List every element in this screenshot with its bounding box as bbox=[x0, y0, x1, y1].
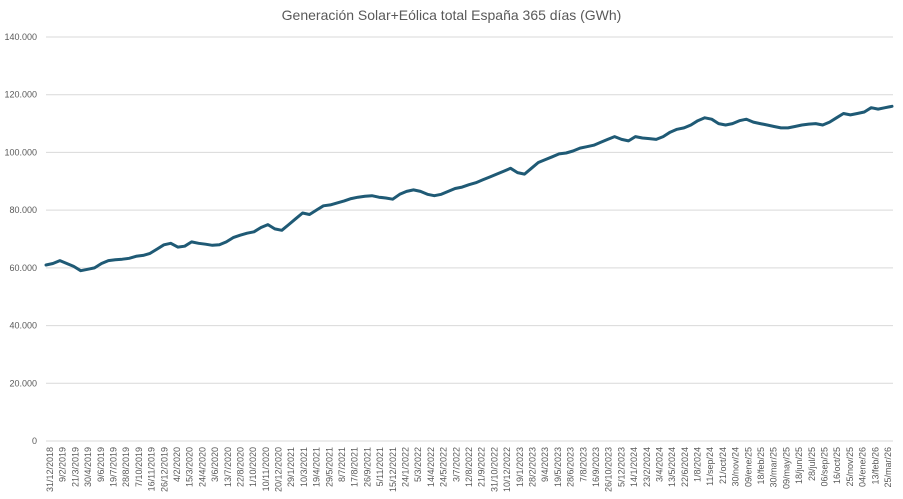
x-tick-label: 16/oct/25 bbox=[832, 447, 842, 484]
x-tick-label: 26/10/2023 bbox=[604, 447, 614, 492]
x-tick-label: 28/6/2023 bbox=[566, 447, 576, 487]
x-tick-label: 19/1/2023 bbox=[515, 447, 525, 487]
x-tick-label: 23/2/2024 bbox=[642, 447, 652, 487]
x-tick-label: 16/9/2023 bbox=[591, 447, 601, 487]
chart-title: Generación Solar+Eólica total España 365… bbox=[281, 7, 622, 23]
x-tick-label: 4/2/2020 bbox=[172, 447, 182, 482]
series-line bbox=[44, 104, 894, 273]
x-tick-label: 3/7/2022 bbox=[451, 447, 461, 482]
x-tick-label: 11/sep/24 bbox=[705, 447, 715, 486]
x-tick-label: 30/4/2019 bbox=[83, 447, 93, 487]
x-tick-label: 3/4/2024 bbox=[654, 447, 664, 482]
x-tick-label: 13/5/2024 bbox=[667, 447, 677, 487]
x-tick-label: 9/6/2019 bbox=[96, 447, 106, 482]
x-tick-label: 28/8/2019 bbox=[121, 447, 131, 487]
x-tick-label: 8/7/2021 bbox=[337, 447, 347, 482]
x-tick-label: 26/12/2019 bbox=[159, 447, 169, 492]
y-tick-label: 120.000 bbox=[4, 90, 37, 100]
x-tick-label: 1/8/2024 bbox=[693, 447, 703, 482]
x-tick-label: 5/12/2023 bbox=[616, 447, 626, 487]
x-tick-label: 15/12/2021 bbox=[388, 447, 398, 492]
y-axis-ticks: 0 20.000 40.000 60.000 80.000 100.000 120.000 1… bbox=[4, 32, 37, 446]
series-group bbox=[44, 104, 894, 273]
x-tick-label: 19/5/2023 bbox=[553, 447, 563, 487]
x-tick-label: 9/2/2019 bbox=[58, 447, 68, 482]
y-tick-label: 80.000 bbox=[9, 205, 37, 215]
y-tick-label: 40.000 bbox=[9, 321, 37, 331]
x-tick-label: 29/5/2021 bbox=[324, 447, 334, 487]
x-tick-label: 24/1/2022 bbox=[401, 447, 411, 487]
x-tick-label: 22/8/2020 bbox=[235, 447, 245, 487]
x-tick-label: 18/jun/25 bbox=[794, 447, 804, 484]
x-tick-label: 20/12/2020 bbox=[274, 447, 284, 492]
x-tick-label: 12/8/2022 bbox=[464, 447, 474, 487]
x-tick-label: 24/4/2020 bbox=[197, 447, 207, 487]
x-tick-label: 17/8/2021 bbox=[350, 447, 360, 487]
x-tick-label: 25/nov/25 bbox=[845, 447, 855, 487]
x-tick-label: 24/5/2022 bbox=[439, 447, 449, 487]
y-tick-label: 60.000 bbox=[9, 263, 37, 273]
y-tick-label: 140.000 bbox=[4, 32, 37, 42]
x-tick-label: 10/3/2021 bbox=[299, 447, 309, 487]
x-tick-label: 21/oct/24 bbox=[718, 447, 728, 484]
x-tick-label: 31/10/2022 bbox=[489, 447, 499, 492]
gridlines bbox=[46, 36, 893, 442]
x-tick-label: 3/6/2020 bbox=[210, 447, 220, 482]
x-tick-label: 13/7/2020 bbox=[223, 447, 233, 487]
x-tick-label: 5/11/2021 bbox=[375, 447, 385, 486]
x-tick-label: 21/9/2022 bbox=[477, 447, 487, 487]
x-tick-label: 13/feb/26 bbox=[870, 447, 880, 485]
x-tick-label: 9/4/2023 bbox=[540, 447, 550, 482]
x-tick-label: 14/4/2022 bbox=[426, 447, 436, 487]
x-tick-label: 10/12/2022 bbox=[502, 447, 512, 492]
x-tick-label: 09/ene/25 bbox=[743, 447, 753, 487]
x-tick-label: 31/12/2018 bbox=[45, 447, 55, 492]
x-tick-label: 30/mar/25 bbox=[769, 447, 779, 488]
x-tick-label: 19/4/2021 bbox=[312, 447, 322, 487]
x-tick-label: 26/9/2021 bbox=[362, 447, 372, 487]
x-tick-label: 04/ene/26 bbox=[858, 447, 868, 487]
x-tick-label: 10/11/2020 bbox=[261, 447, 271, 491]
x-tick-label: 15/3/2020 bbox=[185, 447, 195, 487]
x-tick-label: 28/jul/25 bbox=[807, 447, 817, 481]
y-tick-label: 0 bbox=[32, 436, 37, 446]
x-tick-label: 18/feb/25 bbox=[756, 447, 766, 485]
x-tick-label: 14/1/2024 bbox=[629, 447, 639, 487]
x-tick-label: 1/10/2020 bbox=[248, 447, 258, 487]
y-tick-label: 20.000 bbox=[9, 378, 37, 388]
x-tick-label: 7/10/2019 bbox=[134, 447, 144, 487]
x-tick-label: 29/1/2021 bbox=[286, 447, 296, 487]
x-tick-label: 21/3/2019 bbox=[70, 447, 80, 487]
x-tick-label: 22/6/2024 bbox=[680, 447, 690, 487]
x-tick-label: 30/nov/24 bbox=[731, 447, 741, 487]
x-tick-label: 19/7/2019 bbox=[108, 447, 118, 487]
y-tick-label: 100.000 bbox=[4, 147, 37, 157]
x-tick-label: 5/3/2022 bbox=[413, 447, 423, 482]
x-tick-label: 28/2/2023 bbox=[527, 447, 537, 487]
x-tick-label: 16/11/2019 bbox=[147, 447, 157, 491]
x-tick-label: 7/8/2023 bbox=[578, 447, 588, 482]
x-tick-label: 09/may/25 bbox=[781, 447, 791, 489]
x-axis-ticks: 31/12/2018 9/2/2019 21/3/2019 30/4/2019 9/6/… bbox=[45, 447, 893, 492]
x-tick-label: 25/mar/26 bbox=[883, 447, 893, 488]
x-tick-label: 06/sep/25 bbox=[820, 447, 830, 487]
